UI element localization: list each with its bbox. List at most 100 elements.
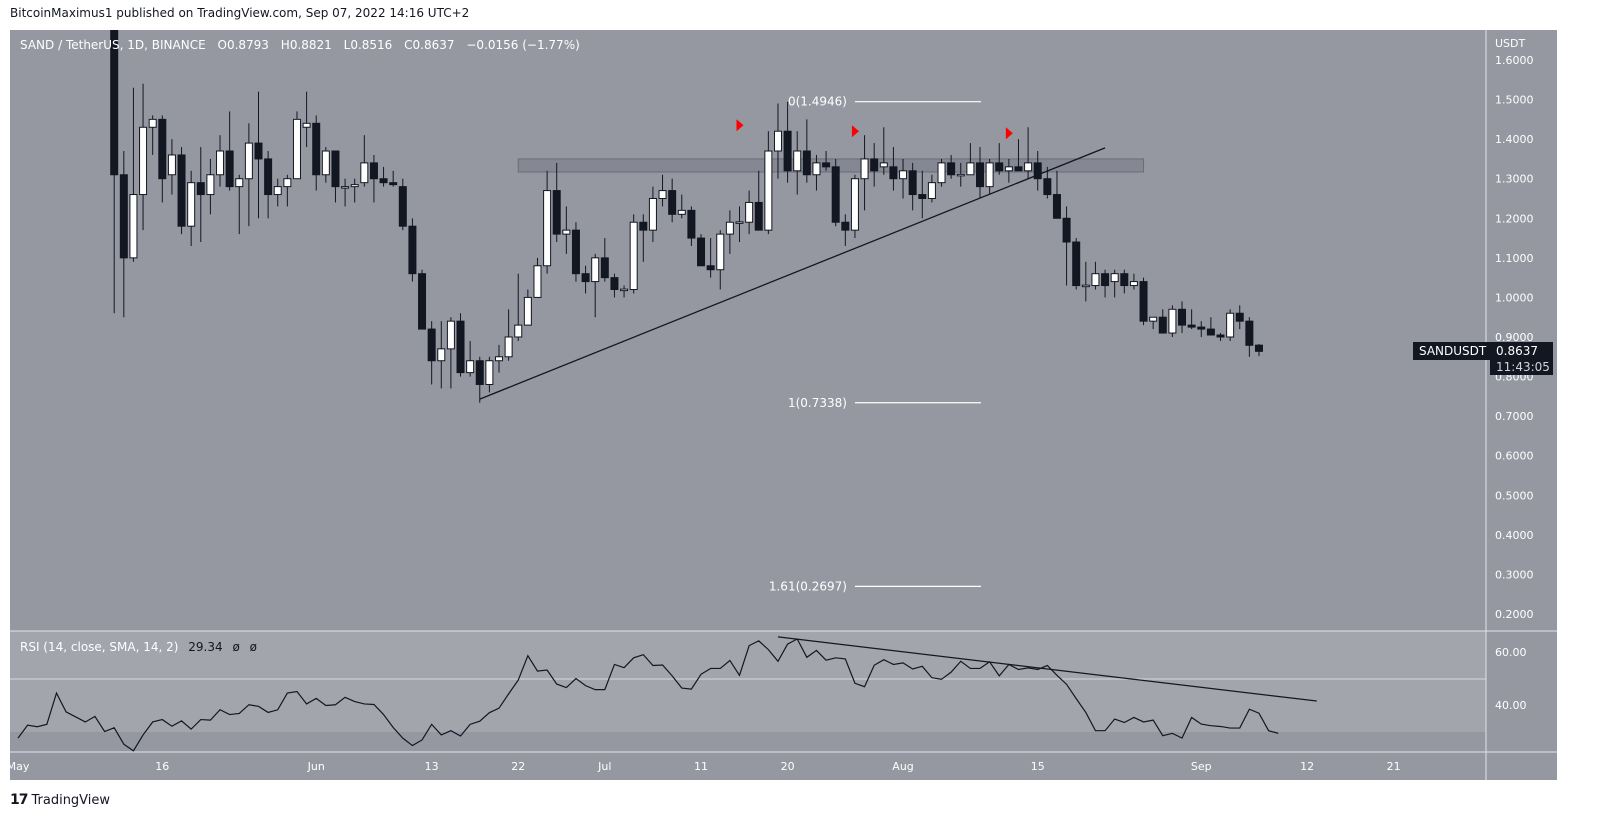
candle-body-down — [158, 118, 167, 180]
candle — [129, 87, 138, 262]
candle — [600, 238, 609, 282]
candle — [485, 356, 494, 393]
candle-body-down — [610, 277, 619, 291]
candle-body-down — [947, 162, 956, 176]
candle-body-up — [495, 356, 503, 362]
candle-body-up — [648, 197, 657, 231]
candle — [264, 151, 273, 219]
candle-body-down — [783, 130, 792, 172]
candle — [1033, 151, 1042, 191]
candle-body-up — [562, 229, 571, 235]
candle-body-down — [389, 182, 398, 186]
bar-countdown: 11:43:05 — [1496, 360, 1550, 374]
candle — [648, 186, 657, 243]
time-tick-label: Jul — [597, 760, 611, 773]
candle — [976, 147, 984, 199]
time-tick-label: 16 — [155, 760, 169, 773]
price-tick-label: 1.3000 — [1495, 173, 1534, 186]
rsi-na-1: ø — [232, 640, 240, 654]
candle — [148, 115, 157, 155]
candle-body-down — [870, 158, 879, 172]
candle — [879, 127, 888, 175]
candle-body-up — [360, 162, 369, 184]
candle — [139, 83, 148, 231]
rsi-title[interactable]: RSI (14, close, SMA, 14, 2) — [20, 640, 179, 654]
candle — [427, 321, 436, 385]
candle-body-down — [110, 30, 119, 176]
candle — [1158, 309, 1167, 334]
candle-body-down — [264, 158, 273, 196]
candle-body-up — [1129, 281, 1138, 287]
candle-body-down — [408, 225, 417, 275]
candle-body-up — [129, 194, 138, 259]
candle — [1254, 344, 1263, 357]
axes: 1.6000 1.5000 1.4000 1.3000 1.2000 1.1000 1.00… — [7, 54, 1534, 773]
candle-body-down — [995, 162, 1004, 172]
time-axis[interactable] — [10, 752, 1557, 780]
candle — [504, 309, 513, 361]
close-value: 0.8637 — [412, 38, 455, 52]
candle — [985, 158, 994, 195]
candle-body-down — [908, 170, 917, 196]
rsi-value: 29.34 — [188, 640, 223, 654]
candle — [658, 174, 667, 207]
candle-body-down — [312, 122, 321, 176]
rsi-trendline — [777, 636, 1317, 702]
price-tick-label: 1.5000 — [1495, 94, 1534, 107]
candle-body-down — [918, 194, 927, 199]
candle — [543, 170, 552, 274]
candle — [1216, 333, 1225, 341]
candle — [360, 135, 369, 187]
red-triangle-marker-icon — [1005, 127, 1013, 140]
close-label: C — [404, 38, 413, 52]
candle-body-up — [899, 170, 908, 180]
candle-body-up — [716, 233, 725, 271]
candle — [273, 178, 282, 207]
candle — [514, 273, 523, 341]
candle-body-down — [754, 201, 763, 231]
last-price-tag: 0.8637 11:43:05 — [1490, 342, 1553, 375]
candle — [706, 238, 715, 278]
candle-body-up — [543, 190, 552, 267]
candle — [581, 265, 590, 294]
candle — [1052, 170, 1061, 219]
candle — [1091, 261, 1100, 290]
candle — [841, 214, 850, 246]
price-pane[interactable] — [10, 30, 1486, 631]
time-tick-label: 15 — [1031, 760, 1045, 773]
candle-body-down — [1139, 281, 1148, 322]
candle — [754, 170, 763, 231]
candle-body-down — [475, 360, 484, 385]
candle-body-up — [927, 182, 936, 199]
candle — [389, 170, 398, 187]
candle-body-down — [1187, 324, 1196, 328]
candle — [716, 230, 725, 290]
publish-info: BitcoinMaximus1 published on TradingView… — [10, 6, 470, 20]
candle — [822, 151, 831, 171]
ascending-trendline — [479, 147, 1106, 400]
candle — [850, 174, 859, 239]
candle — [331, 150, 340, 203]
symbol-title[interactable]: SAND / TetherUS, 1D, BINANCE — [20, 38, 206, 52]
candle — [446, 317, 455, 389]
candle-body-down — [1254, 344, 1263, 352]
candle-body-up — [302, 122, 311, 128]
price-axis[interactable] — [1486, 30, 1557, 752]
price-tick-label: 0.9000 — [1495, 331, 1534, 344]
candle-body-down — [177, 154, 186, 227]
price-tick-label: 1.6000 — [1495, 54, 1534, 67]
tradingview-logo[interactable]: 𝟭𝟳 TradingView — [10, 792, 110, 808]
candle — [1004, 158, 1013, 183]
candle — [802, 119, 811, 183]
price-tick-label: 0.5000 — [1495, 489, 1534, 502]
fib-level-label: 1.61(0.2697) — [769, 579, 847, 593]
time-tick-label: Aug — [892, 760, 913, 773]
candle-body-up — [504, 336, 513, 358]
tradingview-brand: TradingView — [31, 792, 111, 808]
candle-body-up — [725, 221, 734, 235]
candle-body-up — [206, 174, 215, 196]
candle-body-up — [629, 221, 638, 291]
candle — [475, 356, 484, 403]
candle-body-up — [850, 178, 859, 231]
